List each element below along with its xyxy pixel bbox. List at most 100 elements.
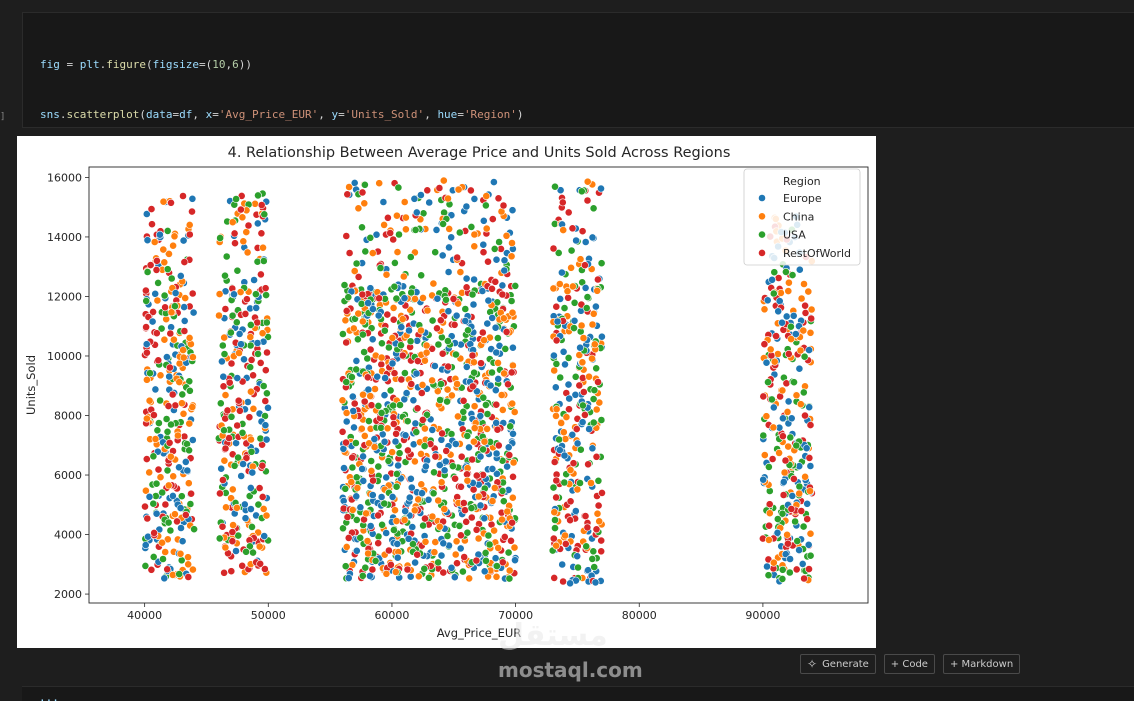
scatter-point bbox=[163, 227, 172, 235]
scatter-point bbox=[175, 463, 183, 472]
scatter-point bbox=[498, 515, 506, 524]
next-code-cell[interactable]: ... bbox=[22, 686, 1134, 701]
scatter-point bbox=[408, 540, 417, 548]
scatter-point bbox=[508, 308, 517, 317]
scatter-point bbox=[412, 369, 421, 378]
scatter-point bbox=[220, 568, 228, 577]
scatter-point bbox=[805, 565, 813, 573]
scatter-point bbox=[559, 347, 568, 356]
add-markdown-button[interactable]: + Markdown bbox=[942, 654, 1021, 674]
scatter-point bbox=[575, 381, 584, 390]
scatter-point bbox=[341, 562, 350, 571]
scatter-point bbox=[392, 294, 401, 303]
scatter-point bbox=[348, 505, 357, 514]
scatter-point bbox=[493, 425, 502, 434]
scatter-point bbox=[342, 338, 351, 347]
scatter-point bbox=[165, 372, 174, 381]
scatter-point bbox=[594, 501, 603, 510]
scatter-point bbox=[218, 522, 227, 531]
scatter-point bbox=[788, 491, 797, 500]
scatter-point bbox=[594, 476, 603, 485]
scatter-point bbox=[437, 435, 446, 444]
scatter-point bbox=[235, 329, 244, 338]
scatter-point bbox=[500, 532, 509, 541]
scatter-point bbox=[377, 493, 386, 501]
scatter-point bbox=[421, 537, 430, 546]
add-code-button[interactable]: + Code bbox=[883, 654, 935, 674]
scatter-point bbox=[188, 207, 196, 216]
generate-button[interactable]: ✧ Generate bbox=[800, 654, 876, 674]
scatter-point bbox=[381, 374, 389, 382]
scatter-point bbox=[357, 299, 366, 308]
scatter-point bbox=[442, 446, 451, 455]
scatter-point bbox=[375, 179, 384, 188]
scatter-point bbox=[179, 236, 188, 245]
scatter-point bbox=[247, 447, 256, 456]
code-cell[interactable]: fig = plt.figure(figsize=(10,6)) sns.sca… bbox=[22, 12, 1134, 269]
x-tick-label: 40000 bbox=[127, 609, 162, 622]
scatter-point bbox=[380, 499, 389, 508]
scatter-point bbox=[349, 324, 358, 333]
scatter-point bbox=[482, 192, 491, 200]
scatter-point bbox=[233, 421, 242, 430]
scatter-point bbox=[412, 208, 421, 217]
scatter-point bbox=[508, 206, 517, 215]
scatter-point bbox=[220, 350, 229, 358]
scatter-point bbox=[374, 311, 383, 320]
scatter-point bbox=[389, 401, 398, 410]
add-code-label: + Code bbox=[890, 658, 928, 670]
scatter-point bbox=[180, 303, 188, 311]
scatter-point bbox=[341, 484, 350, 493]
scatter-point bbox=[451, 550, 460, 559]
scatter-point bbox=[469, 485, 478, 494]
scatter-point bbox=[788, 271, 797, 279]
scatter-point bbox=[772, 332, 780, 340]
scatter-point bbox=[146, 369, 154, 378]
scatter-point bbox=[775, 448, 783, 457]
scatter-point bbox=[369, 476, 377, 485]
scatter-point bbox=[447, 391, 456, 400]
scatter-point bbox=[360, 199, 369, 208]
scatter-point bbox=[366, 392, 375, 400]
scatter-point bbox=[509, 458, 518, 467]
scatter-point bbox=[342, 438, 350, 447]
scatter-point bbox=[188, 289, 197, 298]
legend-label: RestOfWorld bbox=[783, 247, 851, 260]
scatter-point bbox=[243, 248, 252, 257]
scatter-point bbox=[165, 363, 174, 372]
scatter-point bbox=[474, 492, 483, 501]
scatter-point bbox=[350, 267, 359, 275]
scatter-point bbox=[397, 375, 406, 384]
scatter-point bbox=[185, 419, 194, 428]
scatter-point bbox=[510, 408, 519, 416]
y-tick-label: 16000 bbox=[47, 171, 82, 184]
scatter-point bbox=[254, 191, 262, 200]
x-tick-label: 70000 bbox=[498, 609, 533, 622]
scatter-point bbox=[502, 231, 511, 240]
scatter-point bbox=[807, 314, 816, 323]
scatter-point bbox=[437, 478, 446, 487]
scatter-point bbox=[348, 392, 357, 401]
scatter-point bbox=[239, 237, 248, 246]
scatter-point bbox=[161, 548, 170, 556]
scatter-point bbox=[409, 396, 418, 405]
scatter-point bbox=[468, 382, 477, 391]
x-tick-label: 90000 bbox=[745, 609, 780, 622]
scatter-point bbox=[218, 476, 227, 484]
scatter-point bbox=[390, 369, 399, 378]
scatter-point bbox=[479, 248, 488, 257]
scatter-point bbox=[760, 340, 769, 349]
cell-output: 4. Relationship Between Average Price an… bbox=[17, 136, 876, 648]
scatter-point bbox=[181, 457, 190, 466]
scatter-point bbox=[343, 190, 352, 199]
scatter-point bbox=[784, 539, 792, 548]
scatter-point bbox=[145, 492, 154, 501]
scatter-point bbox=[476, 411, 485, 420]
legend-title: Region bbox=[783, 175, 821, 188]
scatter-point bbox=[768, 275, 776, 284]
scatter-point bbox=[156, 371, 165, 380]
scatter-point bbox=[440, 466, 449, 475]
scatter-point bbox=[392, 517, 401, 525]
scatter-point bbox=[461, 305, 470, 313]
scatter-point bbox=[169, 335, 178, 344]
